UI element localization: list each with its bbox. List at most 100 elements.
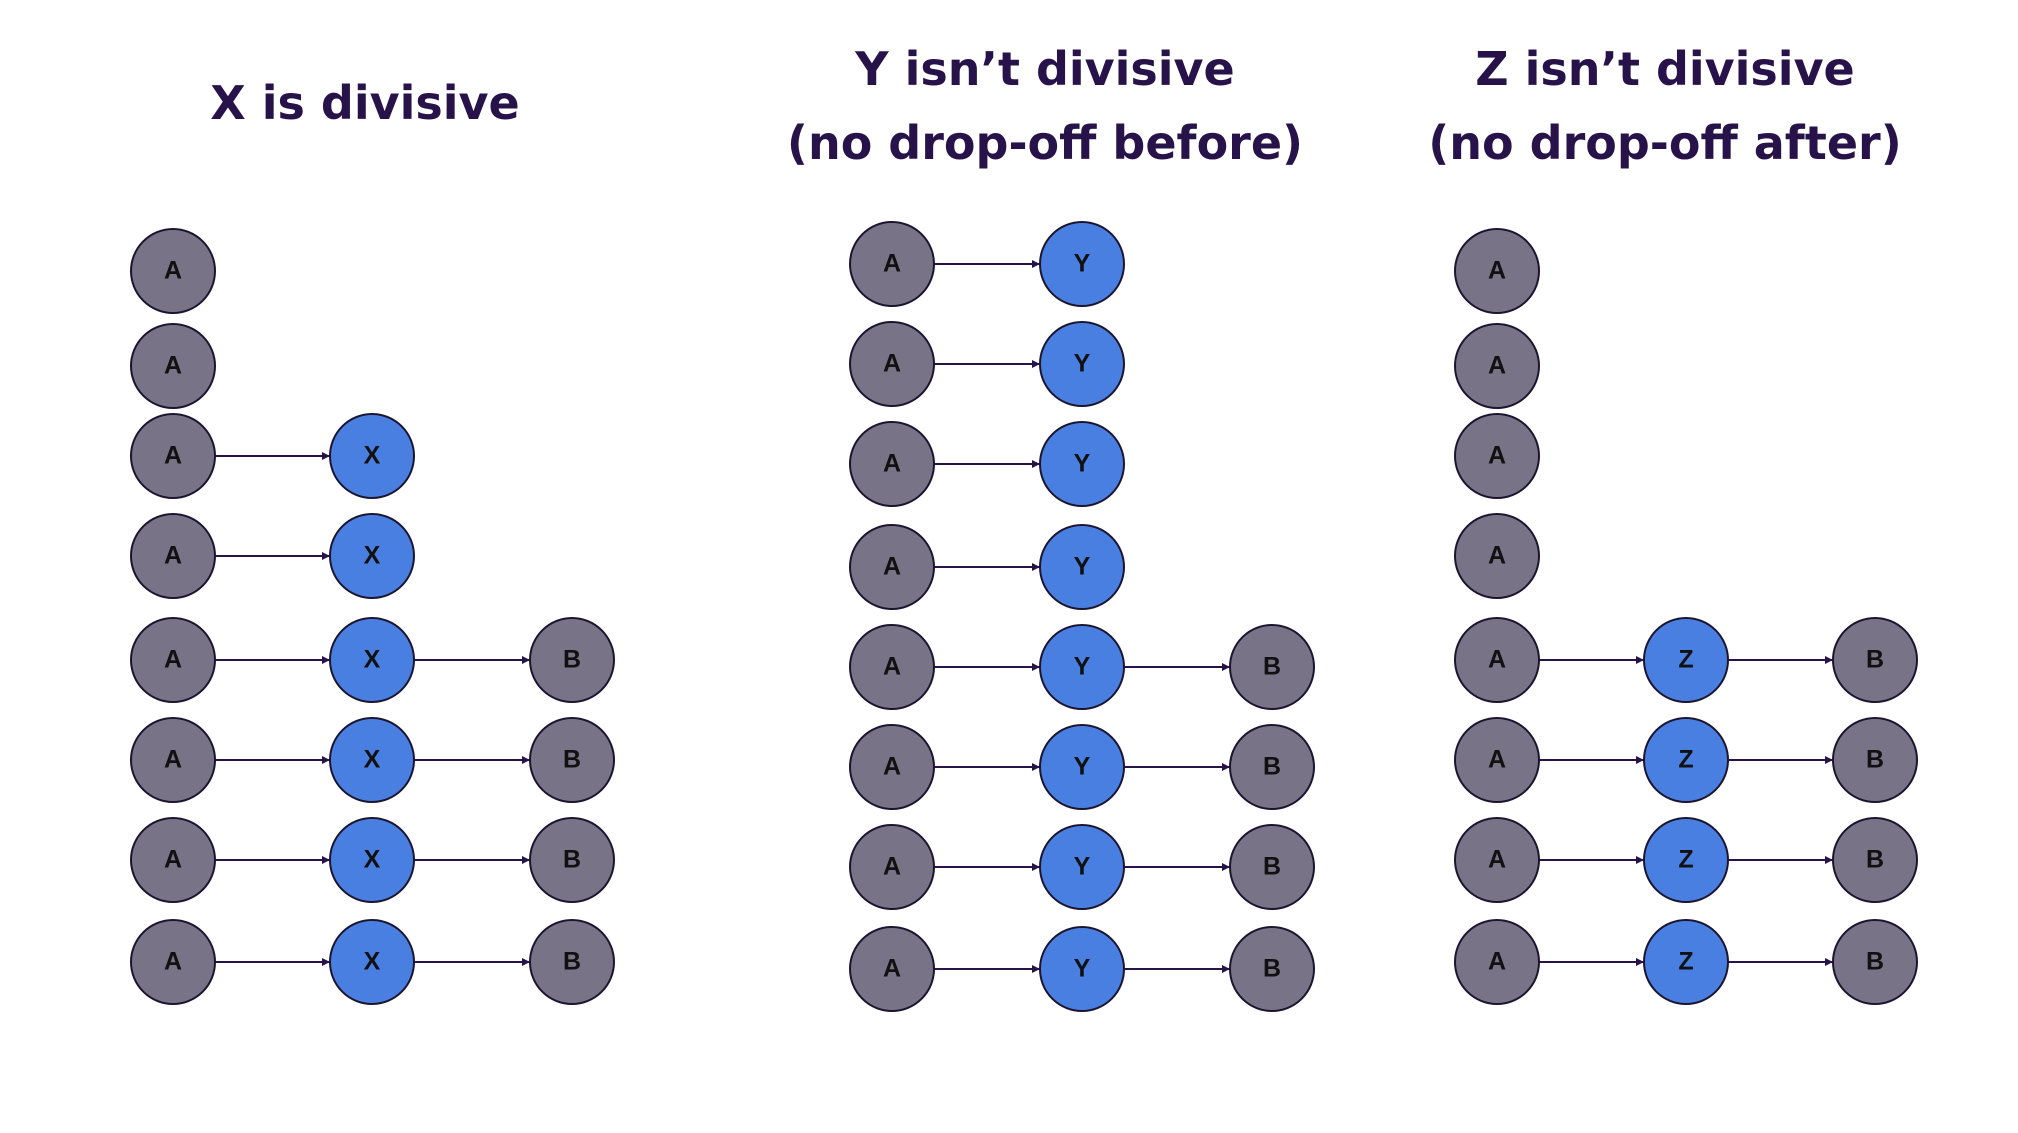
- node-y-label: Y: [1074, 753, 1091, 781]
- node-a: [1454, 413, 1540, 499]
- node-b: [1229, 624, 1315, 710]
- node-y-label: Y: [1074, 853, 1091, 881]
- panel-1-title: X is divisive: [40, 66, 690, 140]
- node-a-label: A: [1488, 352, 1506, 380]
- node-a-label: A: [1488, 257, 1506, 285]
- panel-2-title-line-1: Y isn’t divisive: [855, 42, 1235, 96]
- panel-3-title: Z isn’t divisive (no drop-off after): [1340, 32, 1990, 180]
- node-z-label: Z: [1678, 948, 1693, 976]
- node-b: [529, 617, 615, 703]
- node-a-label: A: [883, 753, 901, 781]
- node-y: [1039, 524, 1125, 610]
- node-y: [1039, 321, 1125, 407]
- node-x: [329, 617, 415, 703]
- node-y-label: Y: [1074, 653, 1091, 681]
- node-a: [1454, 617, 1540, 703]
- node-a-label: A: [1488, 948, 1506, 976]
- node-b: [529, 817, 615, 903]
- node-x-label: X: [364, 542, 381, 570]
- node-a: [1454, 919, 1540, 1005]
- node-a-label: A: [883, 853, 901, 881]
- node-y-label: Y: [1074, 450, 1091, 478]
- node-z: [1643, 617, 1729, 703]
- node-a: [130, 513, 216, 599]
- node-a-label: A: [164, 746, 182, 774]
- node-x: [329, 919, 415, 1005]
- node-x-label: X: [364, 846, 381, 874]
- node-y-label: Y: [1074, 553, 1091, 581]
- node-b-label: B: [563, 746, 581, 774]
- node-x: [329, 817, 415, 903]
- node-a: [130, 617, 216, 703]
- node-y-label: Y: [1074, 250, 1091, 278]
- node-y: [1039, 624, 1125, 710]
- node-b-label: B: [1263, 753, 1281, 781]
- node-a-label: A: [164, 646, 182, 674]
- node-b: [1832, 919, 1918, 1005]
- node-x: [329, 717, 415, 803]
- node-a: [130, 323, 216, 409]
- node-a: [849, 724, 935, 810]
- node-a: [849, 926, 935, 1012]
- node-b: [529, 717, 615, 803]
- node-a-label: A: [883, 553, 901, 581]
- panel-2-title-line-2: (no drop-off before): [786, 116, 1304, 170]
- node-b-label: B: [1263, 853, 1281, 881]
- node-b-label: B: [563, 948, 581, 976]
- node-b-label: B: [1866, 846, 1884, 874]
- node-a-label: A: [883, 250, 901, 278]
- node-a: [849, 824, 935, 910]
- node-z: [1643, 919, 1729, 1005]
- node-a: [130, 717, 216, 803]
- node-a: [1454, 323, 1540, 409]
- node-a-label: A: [164, 846, 182, 874]
- panel-1-title-line-1: X is divisive: [210, 76, 520, 130]
- node-b: [1832, 717, 1918, 803]
- node-b-label: B: [1263, 653, 1281, 681]
- node-b: [1229, 926, 1315, 1012]
- node-a-label: A: [164, 352, 182, 380]
- node-a: [849, 221, 935, 307]
- node-b: [1832, 617, 1918, 703]
- node-y: [1039, 221, 1125, 307]
- node-a: [130, 817, 216, 903]
- node-a-label: A: [1488, 442, 1506, 470]
- node-a-label: A: [164, 948, 182, 976]
- node-a: [1454, 817, 1540, 903]
- node-b-label: B: [1866, 646, 1884, 674]
- node-a: [1454, 717, 1540, 803]
- node-z: [1643, 717, 1729, 803]
- node-a-label: A: [883, 450, 901, 478]
- node-a-label: A: [164, 442, 182, 470]
- node-y-label: Y: [1074, 955, 1091, 983]
- node-b: [1229, 824, 1315, 910]
- node-z: [1643, 817, 1729, 903]
- panel-2-nodes: A Y A Y A Y A Y A Y B A Y B A Y B A Y B: [849, 221, 1315, 1012]
- node-b: [1229, 724, 1315, 810]
- node-a: [130, 228, 216, 314]
- node-x-label: X: [364, 646, 381, 674]
- node-a: [130, 413, 216, 499]
- panel-1-nodes: A A A X A X A X B A X B A X B A X B: [130, 228, 615, 1005]
- panel-3-title-line-1: Z isn’t divisive: [1475, 42, 1855, 96]
- node-y: [1039, 724, 1125, 810]
- node-b: [1832, 817, 1918, 903]
- node-a: [1454, 513, 1540, 599]
- node-a-label: A: [164, 542, 182, 570]
- node-z-label: Z: [1678, 646, 1693, 674]
- node-b: [529, 919, 615, 1005]
- node-a: [849, 624, 935, 710]
- node-b-label: B: [1866, 746, 1884, 774]
- node-x: [329, 513, 415, 599]
- node-x-label: X: [364, 746, 381, 774]
- node-z-label: Z: [1678, 746, 1693, 774]
- panel-3-title-line-2: (no drop-off after): [1428, 116, 1902, 170]
- node-a: [849, 321, 935, 407]
- node-a-label: A: [883, 653, 901, 681]
- node-x-label: X: [364, 442, 381, 470]
- node-y: [1039, 421, 1125, 507]
- node-y: [1039, 926, 1125, 1012]
- node-a: [1454, 228, 1540, 314]
- node-a: [849, 421, 935, 507]
